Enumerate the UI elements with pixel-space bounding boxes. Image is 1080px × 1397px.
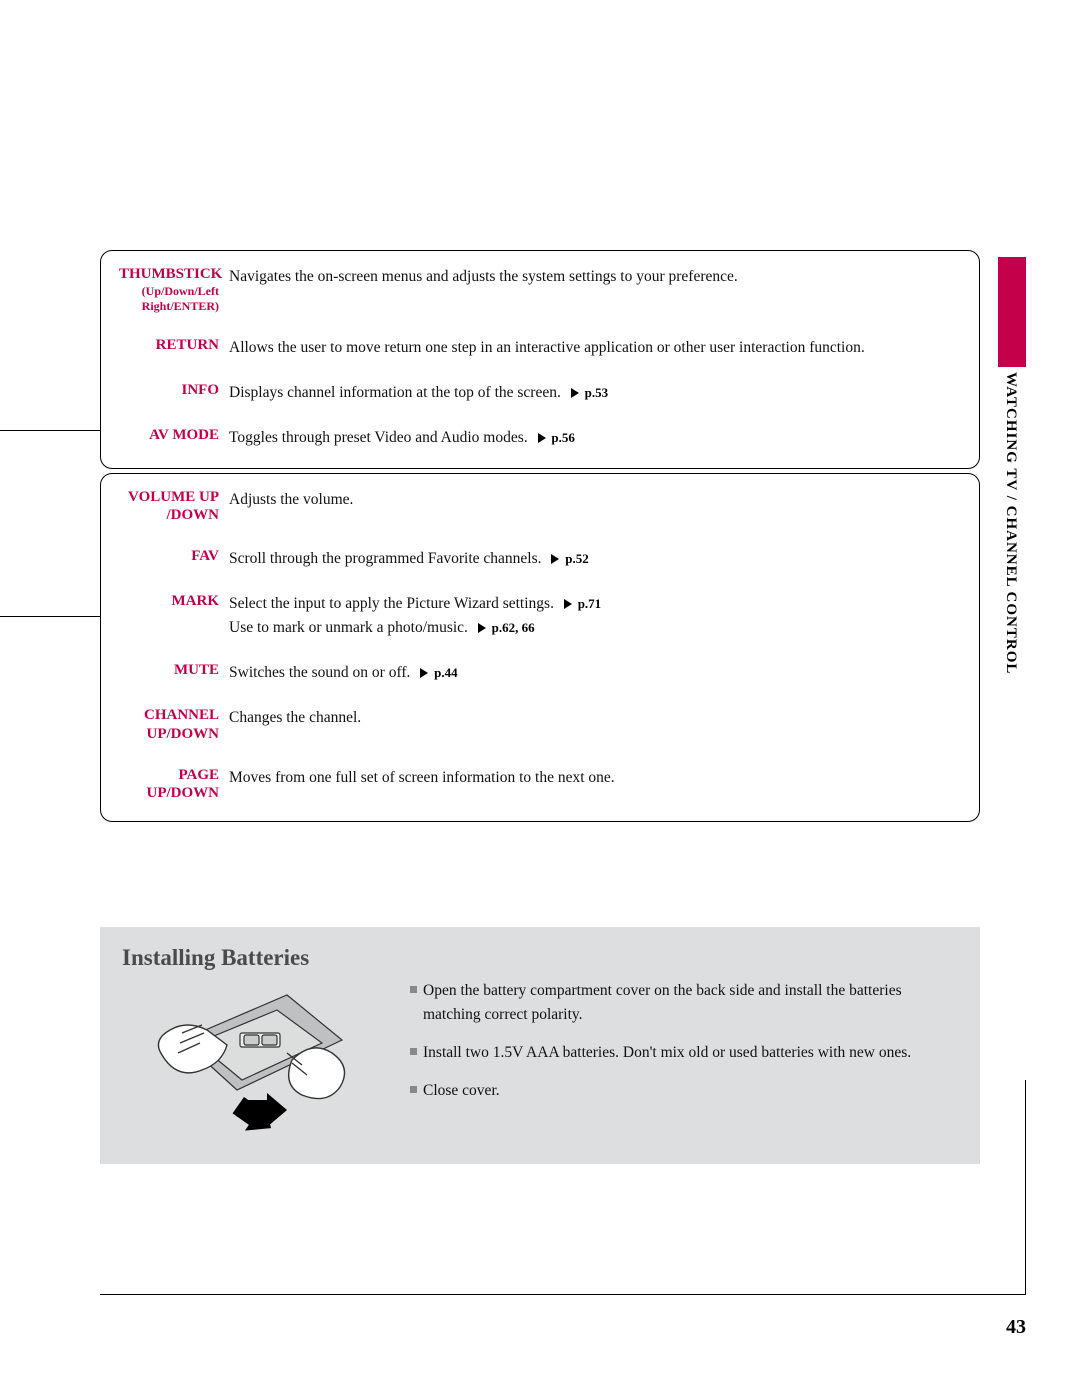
func-row: AV MODE Toggles through preset Video and… (119, 426, 961, 449)
label-col: MUTE (119, 661, 229, 684)
page-ref: p.71 (578, 596, 601, 611)
step-text: Install two 1.5V AAA batteries. Don't mi… (423, 1041, 911, 1065)
func-row: PAGE UP/DOWN Moves from one full set of … (119, 766, 961, 804)
label-col: RETURN (119, 336, 229, 359)
remote-functions-box-1: THUMBSTICK (Up/Down/Left Right/ENTER) Na… (100, 250, 980, 469)
func-label: FAV (119, 547, 219, 566)
label-col: PAGE UP/DOWN (119, 766, 229, 804)
func-row: FAV Scroll through the programmed Favori… (119, 547, 961, 570)
func-desc: Navigates the on-screen menus and adjust… (229, 265, 961, 314)
step-text: Close cover. (423, 1079, 500, 1103)
battery-step: Close cover. (410, 1079, 958, 1103)
func-row: MUTE Switches the sound on or off. p.44 (119, 661, 961, 684)
battery-step: Open the battery compartment cover on th… (410, 979, 958, 1027)
page-ref-arrow-icon (571, 388, 579, 398)
page-ref: p.53 (585, 385, 608, 400)
desc-text: Select the input to apply the Picture Wi… (229, 595, 554, 612)
section-title: WATCHING TV / CHANNEL CONTROL (1002, 372, 1019, 674)
battery-illustration (122, 979, 382, 1140)
func-desc: Changes the channel. (229, 706, 961, 744)
page-ref-arrow-icon (538, 433, 546, 443)
step-text: Open the battery compartment cover on th… (423, 979, 958, 1027)
func-label: THUMBSTICK (119, 265, 219, 284)
func-row: THUMBSTICK (Up/Down/Left Right/ENTER) Na… (119, 265, 961, 314)
page-ref-arrow-icon (564, 599, 572, 609)
func-label: INFO (119, 381, 219, 400)
square-bullet-icon (410, 986, 417, 993)
func-row: CHANNEL UP/DOWN Changes the channel. (119, 706, 961, 744)
label-col: MARK (119, 592, 229, 639)
desc-text: Displays channel information at the top … (229, 384, 561, 401)
func-label: AV MODE (119, 426, 219, 445)
func-row: RETURN Allows the user to move return on… (119, 336, 961, 359)
page-number: 43 (1006, 1316, 1026, 1339)
func-label: PAGE UP/DOWN (119, 766, 219, 804)
desc-text: Toggles through preset Video and Audio m… (229, 429, 528, 446)
desc-text: Scroll through the programmed Favorite c… (229, 550, 542, 567)
func-desc: Moves from one full set of screen inform… (229, 766, 961, 804)
func-label: VOLUME UP /DOWN (119, 488, 219, 526)
battery-step: Install two 1.5V AAA batteries. Don't mi… (410, 1041, 958, 1065)
label-col: CHANNEL UP/DOWN (119, 706, 229, 744)
label-col: THUMBSTICK (Up/Down/Left Right/ENTER) (119, 265, 229, 314)
batteries-steps: Open the battery compartment cover on th… (410, 979, 958, 1140)
label-col: AV MODE (119, 426, 229, 449)
func-desc: Switches the sound on or off. p.44 (229, 661, 961, 684)
square-bullet-icon (410, 1086, 417, 1093)
footer-rule (100, 1294, 1026, 1295)
page-ref: p.44 (434, 665, 457, 680)
page-ref-arrow-icon (551, 554, 559, 564)
func-row: MARK Select the input to apply the Pictu… (119, 592, 961, 639)
label-col: FAV (119, 547, 229, 570)
page-body: THUMBSTICK (Up/Down/Left Right/ENTER) Na… (100, 250, 980, 1164)
desc-text: Switches the sound on or off. (229, 664, 410, 681)
installing-batteries-panel: Installing Batteries (100, 927, 980, 1164)
footer-vertical-rule (1025, 1080, 1026, 1295)
page-ref-2: p.62, 66 (492, 620, 535, 635)
left-separator-1 (0, 430, 100, 431)
batteries-heading: Installing Batteries (122, 945, 958, 971)
func-label: MUTE (119, 661, 219, 680)
desc-text-2: Use to mark or unmark a photo/music. (229, 619, 468, 636)
page-ref: p.56 (551, 430, 574, 445)
func-desc: Adjusts the volume. (229, 488, 961, 526)
page-ref: p.52 (565, 551, 588, 566)
func-desc: Scroll through the programmed Favorite c… (229, 547, 961, 570)
section-side-tab: WATCHING TV / CHANNEL CONTROL (1002, 372, 1026, 674)
label-col: VOLUME UP /DOWN (119, 488, 229, 526)
label-col: INFO (119, 381, 229, 404)
func-label: CHANNEL UP/DOWN (119, 706, 219, 744)
section-accent-bar (998, 257, 1026, 367)
func-desc: Toggles through preset Video and Audio m… (229, 426, 961, 449)
square-bullet-icon (410, 1048, 417, 1055)
func-row: INFO Displays channel information at the… (119, 381, 961, 404)
func-sublabel: (Up/Down/Left Right/ENTER) (119, 284, 219, 314)
page-ref-arrow-icon (478, 623, 486, 633)
left-separator-2 (0, 616, 100, 617)
func-label: MARK (119, 592, 219, 611)
remote-functions-box-2: VOLUME UP /DOWN Adjusts the volume. FAV … (100, 473, 980, 823)
func-desc: Select the input to apply the Picture Wi… (229, 592, 961, 639)
page-ref-arrow-icon (420, 668, 428, 678)
func-label: RETURN (119, 336, 219, 355)
func-desc: Displays channel information at the top … (229, 381, 961, 404)
batteries-body: Open the battery compartment cover on th… (122, 979, 958, 1140)
func-row: VOLUME UP /DOWN Adjusts the volume. (119, 488, 961, 526)
func-desc: Allows the user to move return one step … (229, 336, 961, 359)
